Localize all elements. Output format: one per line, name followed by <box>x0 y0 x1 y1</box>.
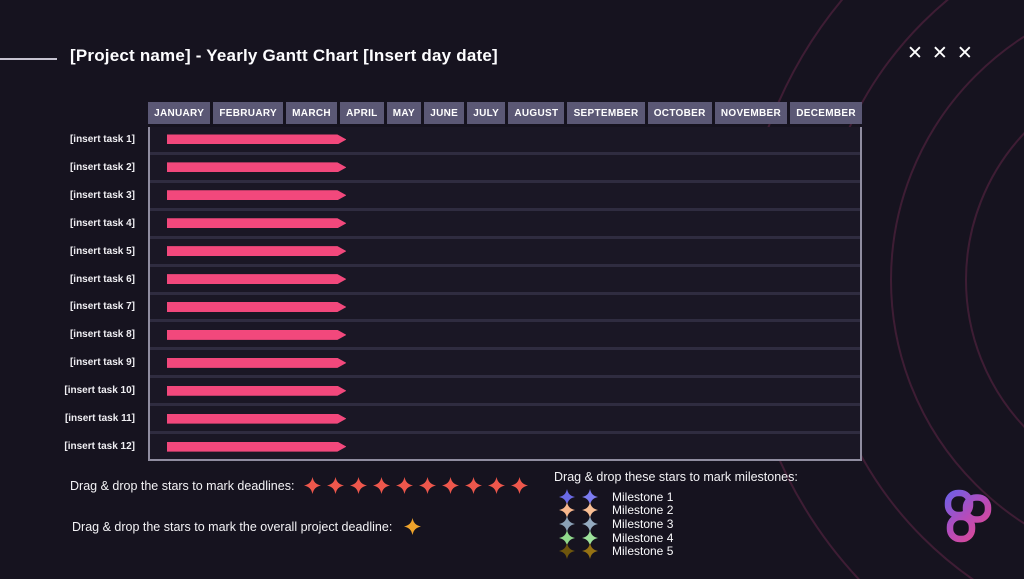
task-bar[interactable] <box>167 330 347 340</box>
title-accent-line <box>0 58 57 60</box>
milestone-row: Milestone 1 <box>554 488 798 505</box>
gantt-row <box>150 291 860 320</box>
milestone-star-icon[interactable] <box>559 543 575 560</box>
gantt-row <box>150 319 860 347</box>
gantt-row <box>150 375 860 403</box>
task-bar[interactable] <box>167 386 347 396</box>
milestone-label[interactable]: Milestone 2 <box>612 503 674 518</box>
gantt-row <box>150 235 860 264</box>
month-header-row: JANUARY FEBRUARY MARCH APRIL MAY JUNE JU… <box>148 102 862 124</box>
deadline-star-icon[interactable] <box>327 477 345 494</box>
task-label[interactable]: [insert task 1] <box>69 133 135 145</box>
deadline-star-icon[interactable] <box>350 477 368 494</box>
task-label[interactable]: [insert task 5] <box>69 245 135 257</box>
task-label[interactable]: [insert task 7] <box>69 301 135 313</box>
milestone-row: Milestone 3 <box>554 515 798 532</box>
task-bar[interactable] <box>167 274 347 284</box>
task-label[interactable]: [insert task 4] <box>69 217 135 229</box>
deadline-instruction-row: Drag & drop the stars to mark deadlines: <box>70 477 529 494</box>
page-title[interactable]: [Project name] - Yearly Gantt Chart [Ins… <box>70 46 498 65</box>
gantt-row <box>150 431 860 459</box>
month-header-november: NOVEMBER <box>714 102 788 124</box>
task-bar[interactable] <box>167 302 347 312</box>
deadline-star-icon[interactable] <box>442 477 460 494</box>
overall-deadline-stars <box>404 518 422 535</box>
task-label[interactable]: [insert task 12] <box>64 441 135 453</box>
overall-deadline-instruction-row: Drag & drop the stars to mark the overal… <box>72 518 422 535</box>
month-header-march: MARCH <box>286 102 337 124</box>
deadline-star-icon[interactable] <box>488 477 506 494</box>
month-header-december: DECEMBER <box>790 102 862 124</box>
milestone-label[interactable]: Milestone 4 <box>612 530 674 545</box>
milestone-row: Milestone 5 <box>554 543 798 560</box>
gantt-grid <box>148 127 862 461</box>
close-icon[interactable]: ✕ <box>956 42 973 64</box>
gantt-row <box>150 347 860 375</box>
overall-deadline-instruction-text: Drag & drop the stars to mark the overal… <box>72 519 393 534</box>
deadline-stars <box>304 477 529 494</box>
month-header-september: SEPTEMBER <box>567 102 645 124</box>
month-header-august: AUGUST <box>508 102 565 124</box>
gantt-row <box>150 263 860 292</box>
milestone-star-icon[interactable] <box>582 543 598 560</box>
milestone-row: Milestone 4 <box>554 529 798 546</box>
task-label-column: [insert task 1] [insert task 2] [insert … <box>0 127 148 459</box>
close-icons-group: ✕ ✕ ✕ <box>907 44 973 63</box>
milestones-section: Drag & drop these stars to mark mileston… <box>554 470 798 560</box>
gantt-row <box>150 179 860 208</box>
task-bar[interactable] <box>167 190 347 200</box>
month-header-february: FEBRUARY <box>213 102 284 124</box>
deadline-instruction-text: Drag & drop the stars to mark deadlines: <box>70 478 295 493</box>
deadline-star-icon[interactable] <box>465 477 483 494</box>
milestones-instruction-text: Drag & drop these stars to mark mileston… <box>554 470 798 484</box>
task-label[interactable]: [insert task 8] <box>69 329 135 341</box>
close-icon[interactable]: ✕ <box>907 42 923 64</box>
pitch-logo <box>941 488 995 551</box>
gantt-row <box>150 127 860 152</box>
deadline-star-icon[interactable] <box>511 477 529 494</box>
milestone-label[interactable]: Milestone 1 <box>612 489 674 504</box>
task-bar[interactable] <box>167 134 347 144</box>
close-icon[interactable]: ✕ <box>931 42 948 64</box>
task-label[interactable]: [insert task 6] <box>69 273 135 285</box>
task-bar[interactable] <box>167 414 347 424</box>
milestone-label[interactable]: Milestone 5 <box>612 544 674 559</box>
milestone-row: Milestone 2 <box>554 502 798 519</box>
task-label[interactable]: [insert task 9] <box>69 357 135 369</box>
month-header-january: JANUARY <box>148 102 211 124</box>
month-header-april: APRIL <box>340 102 384 124</box>
overall-deadline-star-icon[interactable] <box>404 518 422 535</box>
task-bar[interactable] <box>167 358 347 368</box>
task-label[interactable]: [insert task 3] <box>69 189 135 201</box>
task-bar[interactable] <box>167 442 347 452</box>
deadline-star-icon[interactable] <box>396 477 414 494</box>
task-bar[interactable] <box>167 246 347 256</box>
task-label[interactable]: [insert task 10] <box>64 385 135 397</box>
month-header-may: MAY <box>386 102 422 124</box>
task-label[interactable]: [insert task 11] <box>64 413 135 425</box>
task-bar[interactable] <box>167 162 347 172</box>
gantt-row <box>150 207 860 236</box>
milestone-label[interactable]: Milestone 3 <box>612 516 674 531</box>
deadline-star-icon[interactable] <box>373 477 391 494</box>
month-header-july: JULY <box>467 102 506 124</box>
task-bar[interactable] <box>167 218 347 228</box>
deadline-star-icon[interactable] <box>304 477 322 494</box>
gantt-row <box>150 151 860 180</box>
gantt-row <box>150 403 860 431</box>
month-header-june: JUNE <box>424 102 465 124</box>
task-label[interactable]: [insert task 2] <box>69 161 135 173</box>
milestone-stars <box>559 543 598 560</box>
deadline-star-icon[interactable] <box>419 477 437 494</box>
month-header-october: OCTOBER <box>647 102 712 124</box>
